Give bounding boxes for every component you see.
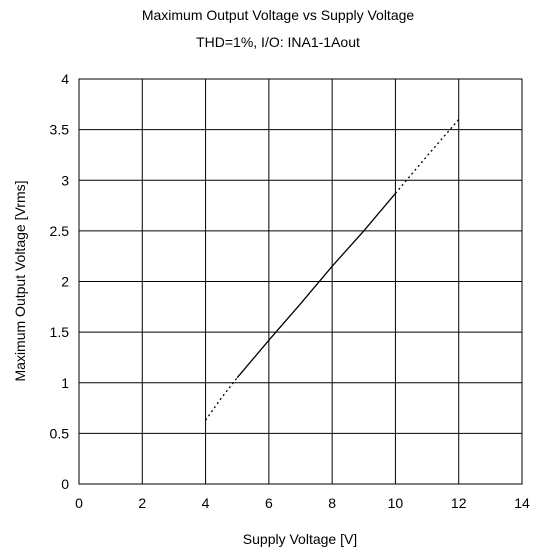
x-tick-label: 2 — [138, 495, 146, 511]
x-tick-label: 10 — [388, 495, 404, 511]
grid — [78, 78, 523, 485]
series-group — [205, 119, 460, 421]
x-tick-label: 14 — [514, 495, 530, 511]
series-line-dotted — [394, 119, 460, 194]
x-tick-label: 6 — [265, 495, 273, 511]
y-tick-label: 3.5 — [50, 122, 70, 138]
y-tick-label: 3 — [61, 172, 69, 188]
y-tick-label: 1.5 — [50, 324, 70, 340]
plot-frame — [78, 78, 523, 485]
chart-title: Maximum Output Voltage vs Supply Voltage — [142, 7, 415, 23]
series-line-solid — [236, 192, 396, 379]
x-tick-label: 4 — [202, 495, 210, 511]
y-tick-label: 0 — [61, 476, 69, 492]
y-tick-label: 0.5 — [50, 425, 70, 441]
y-tick-label: 4 — [61, 71, 69, 87]
x-tick-label: 12 — [451, 495, 467, 511]
x-tick-label: 8 — [328, 495, 336, 511]
y-tick-labels: 0 0.5 1 1.5 2 2.5 3 3.5 4 — [50, 71, 70, 492]
y-axis-label: Maximum Output Voltage [Vrms] — [12, 181, 28, 382]
series-line-dotted — [205, 377, 238, 421]
x-axis-label: Supply Voltage [V] — [243, 531, 357, 547]
y-tick-label: 2 — [61, 274, 69, 290]
x-tick-label: 0 — [75, 495, 83, 511]
x-tick-labels: 0 2 4 6 8 10 12 14 — [75, 495, 530, 511]
chart-subtitle: THD=1%, I/O: INA1-1Aout — [196, 34, 360, 50]
y-tick-label: 2.5 — [50, 223, 70, 239]
y-tick-label: 1 — [61, 375, 69, 391]
